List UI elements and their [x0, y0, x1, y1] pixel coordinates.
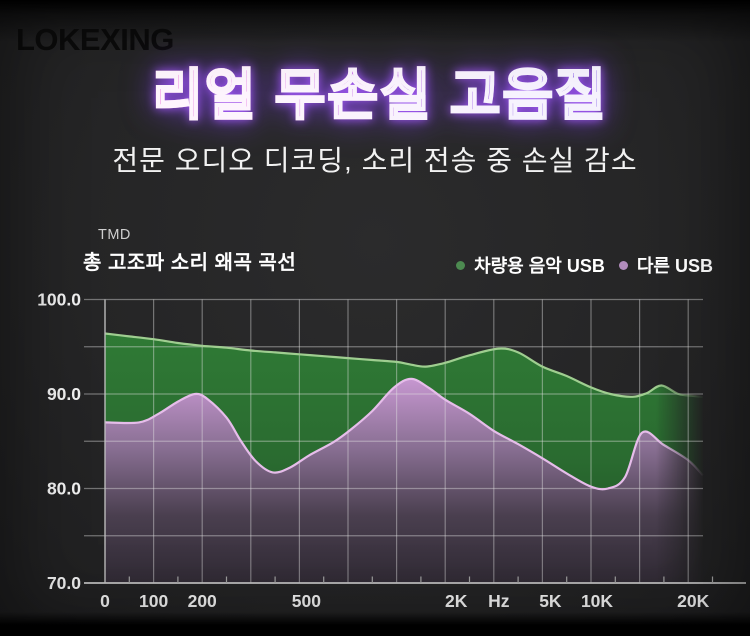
x-tick-label: 0 [100, 591, 110, 611]
y-tick-label: 100.0 [37, 290, 81, 310]
x-tick-label: Hz [488, 591, 510, 611]
y-tick-label: 90.0 [47, 384, 81, 404]
thd-distortion-chart: 100.0 90.0 80.0 70.0 0 100 200 500 2K Hz 5K 10K 20K [37, 290, 746, 612]
x-tick-label: 5K [539, 591, 562, 611]
y-tick-label: 80.0 [47, 479, 81, 499]
legend-item-other-usb: 다른 USB [618, 252, 713, 278]
x-tick-label: 200 [188, 591, 217, 611]
x-tick-label: 500 [292, 591, 321, 611]
legend-item-car-usb: 차량용 음악 USB [456, 252, 605, 278]
hero-title: 리얼 무손실 고음질 [5, 50, 750, 130]
axis-labels: 100.0 90.0 80.0 70.0 0 100 200 500 2K Hz 5K 10K 20K [37, 290, 709, 612]
green-dot-icon [456, 260, 466, 270]
chart-corner-label: TMD [98, 227, 131, 243]
area-series-1 [105, 378, 703, 583]
series-lines [104, 332, 704, 491]
x-tick-label: 10K [581, 591, 613, 611]
axes [84, 299, 746, 584]
chart-title: 총 고조파 소리 왜곡 곡선 [83, 252, 297, 274]
x-tick-label: 20K [677, 591, 709, 611]
series-areas [105, 333, 703, 583]
y-tick-label: 70.0 [47, 573, 81, 593]
legend-label: 다른 USB [636, 256, 713, 276]
chart-legend: 차량용 음악 USB 다른 USB [456, 252, 713, 278]
purple-dot-icon [618, 260, 628, 270]
x-tick-label: 100 [139, 591, 168, 611]
brand-logo: LOKEXING [16, 22, 174, 57]
x-tick-label: 2K [445, 591, 468, 611]
line-series-1 [104, 377, 704, 491]
legend-label: 차량용 음악 USB [474, 256, 605, 276]
line-series-0 [104, 332, 703, 398]
hero-subtitle: 전문 오디오 디코딩, 소리 전송 중 손실 감소 [112, 145, 638, 176]
